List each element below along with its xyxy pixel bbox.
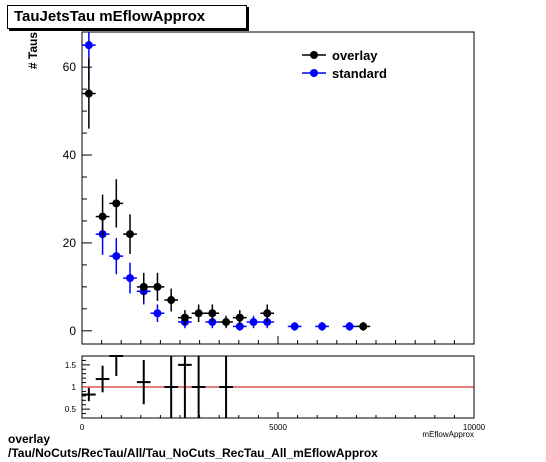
chart-title: TauJetsTau mEflowApprox xyxy=(14,8,206,25)
overlay-series-point xyxy=(359,322,368,331)
overlay-series-point xyxy=(153,282,162,291)
y-tick-label: 1 xyxy=(72,383,77,392)
y-tick-label: 0.5 xyxy=(65,405,77,414)
overlay-series-point xyxy=(126,230,135,239)
x-tick-label: 10000 xyxy=(463,423,486,432)
overlay-series-point xyxy=(98,212,107,221)
y-axis-title: # Taus xyxy=(26,32,40,69)
title-box: TauJetsTau mEflowApprox xyxy=(7,5,247,29)
y-tick-label: 20 xyxy=(63,236,77,250)
standard-series-point xyxy=(290,322,299,331)
y-tick-label: 0 xyxy=(69,324,76,338)
footer-line-1: overlay xyxy=(8,432,51,446)
standard-series-point xyxy=(112,252,121,261)
legend: overlay standard xyxy=(302,48,387,81)
standard-series-point xyxy=(153,309,162,318)
standard-series-point xyxy=(126,274,135,283)
legend-marker-standard xyxy=(310,69,318,77)
overlay-series-point xyxy=(84,89,93,98)
legend-label-overlay: overlay xyxy=(332,48,378,63)
y-tick-label: 40 xyxy=(63,148,77,162)
overlay-series-point xyxy=(222,318,231,327)
standard-series-point xyxy=(318,322,327,331)
x-axis-title: mEflowApprox xyxy=(422,430,474,439)
overlay-series-point xyxy=(208,309,217,318)
legend-label-standard: standard xyxy=(332,66,387,81)
legend-marker-overlay xyxy=(310,51,318,59)
plot-frame xyxy=(81,31,475,345)
overlay-series-point xyxy=(180,313,189,322)
overlay-series-point xyxy=(167,296,176,305)
x-tick-label: 0 xyxy=(80,423,85,432)
overlay-series-point xyxy=(263,309,272,318)
y-tick-label: 1.5 xyxy=(65,361,77,370)
standard-series-point xyxy=(249,318,258,327)
footer: overlay /Tau/NoCuts/RecTau/All/Tau_NoCut… xyxy=(8,432,378,460)
standard-series-point xyxy=(235,322,244,331)
overlay-series-point xyxy=(112,199,121,208)
x-tick-label: 5000 xyxy=(269,423,287,432)
y-tick-label: 60 xyxy=(63,60,77,74)
standard-series-point xyxy=(345,322,354,331)
overlay-series-point xyxy=(139,282,148,291)
overlay-series-point xyxy=(235,313,244,322)
standard-series-point xyxy=(84,41,93,50)
footer-line-2: /Tau/NoCuts/RecTau/All/Tau_NoCuts_RecTau… xyxy=(8,446,378,460)
overlay-series-point xyxy=(194,309,203,318)
main-plot: 0 20 40 60 # Taus overlay standard xyxy=(26,31,475,345)
